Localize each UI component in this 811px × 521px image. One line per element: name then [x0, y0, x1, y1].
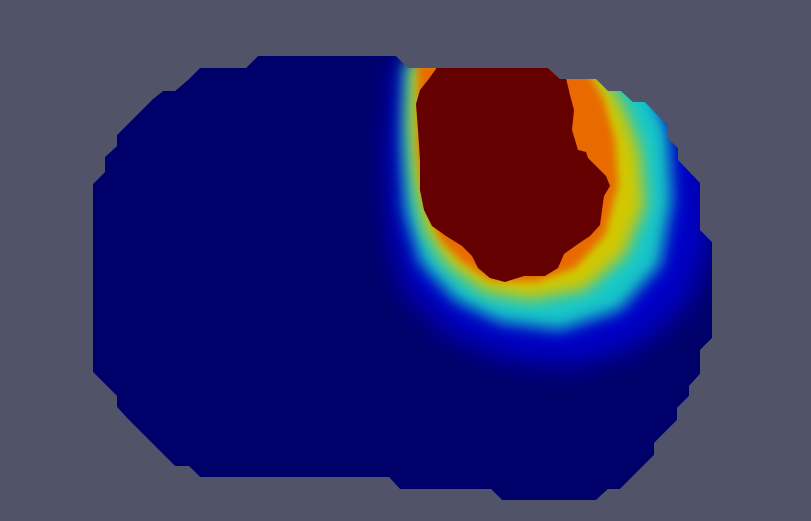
field-core-max: [416, 66, 610, 282]
scalar-field-surface: [93, 56, 712, 500]
